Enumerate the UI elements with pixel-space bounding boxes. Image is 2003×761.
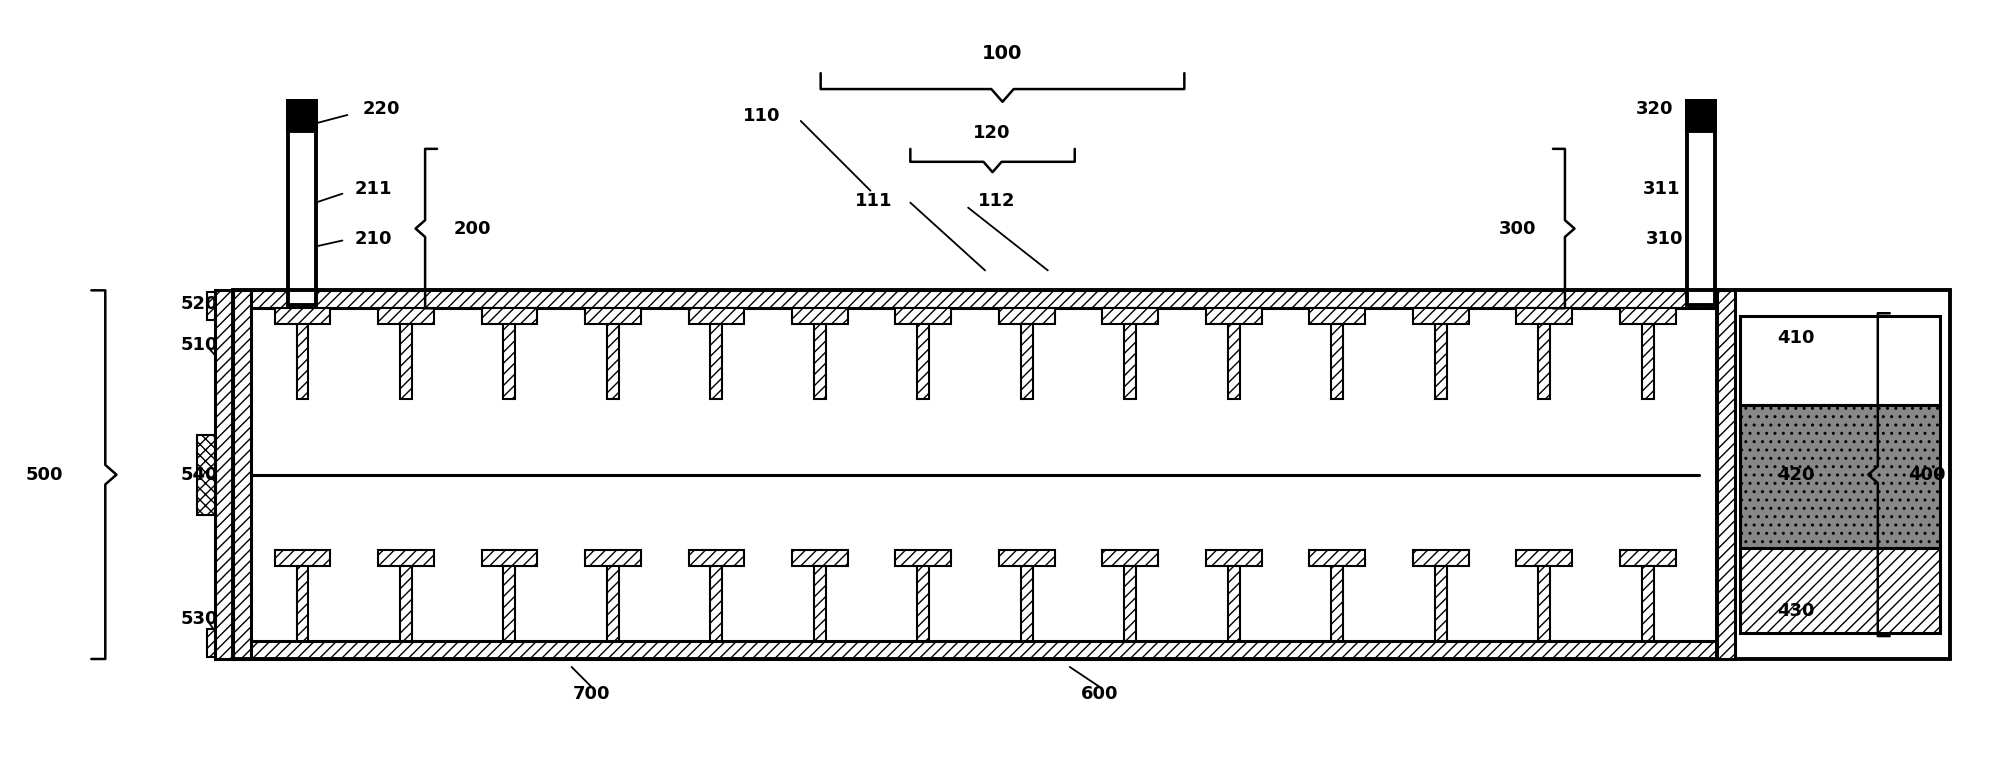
Bar: [1022, 566, 1034, 641]
Bar: [1102, 308, 1158, 324]
Bar: [585, 550, 641, 566]
Bar: [232, 291, 250, 659]
Bar: [503, 324, 515, 399]
Text: 211: 211: [355, 180, 393, 198]
Bar: [1642, 324, 1654, 399]
Bar: [1022, 324, 1034, 399]
Text: 120: 120: [973, 124, 1012, 142]
Text: 300: 300: [1498, 220, 1536, 237]
Bar: [999, 550, 1056, 566]
Bar: [401, 324, 413, 399]
Bar: [607, 566, 619, 641]
Bar: [196, 435, 214, 514]
Text: 100: 100: [981, 43, 1022, 62]
Bar: [401, 566, 413, 641]
Text: 410: 410: [1777, 330, 1815, 347]
Text: 510: 510: [180, 336, 218, 354]
Text: 520: 520: [180, 295, 218, 314]
Text: 700: 700: [573, 685, 611, 703]
Text: 420: 420: [1777, 466, 1815, 484]
Bar: [214, 291, 232, 659]
Bar: [1642, 566, 1654, 641]
Bar: [813, 566, 825, 641]
Bar: [296, 324, 308, 399]
Bar: [1332, 566, 1344, 641]
Bar: [481, 308, 537, 324]
Bar: [1516, 550, 1572, 566]
Bar: [1717, 291, 1735, 659]
Bar: [288, 101, 316, 305]
Text: 430: 430: [1777, 602, 1815, 620]
Text: 220: 220: [363, 100, 401, 118]
Bar: [1516, 308, 1572, 324]
Bar: [1228, 566, 1240, 641]
Text: 311: 311: [1642, 180, 1681, 198]
Bar: [1412, 550, 1468, 566]
Bar: [689, 550, 745, 566]
Text: 600: 600: [1082, 685, 1118, 703]
Bar: [791, 308, 847, 324]
Bar: [206, 629, 214, 657]
Bar: [711, 324, 723, 399]
Bar: [917, 324, 929, 399]
Bar: [274, 308, 330, 324]
Bar: [895, 550, 951, 566]
Bar: [232, 291, 1717, 659]
Bar: [232, 641, 1717, 659]
Text: 500: 500: [26, 466, 64, 484]
Text: 112: 112: [977, 192, 1016, 210]
Bar: [1332, 324, 1344, 399]
Bar: [296, 566, 308, 641]
Bar: [481, 550, 537, 566]
Bar: [1687, 101, 1715, 305]
Bar: [1310, 308, 1366, 324]
Text: 400: 400: [1909, 466, 1947, 484]
Bar: [999, 308, 1056, 324]
Bar: [1228, 324, 1240, 399]
Text: 200: 200: [455, 220, 491, 237]
Text: 540: 540: [180, 466, 218, 484]
Text: 320: 320: [1636, 100, 1673, 118]
Bar: [813, 324, 825, 399]
Bar: [379, 550, 435, 566]
Bar: [1741, 547, 1939, 633]
Text: 530: 530: [180, 610, 218, 628]
Bar: [607, 324, 619, 399]
Bar: [1434, 566, 1446, 641]
Bar: [1687, 101, 1715, 131]
Bar: [288, 101, 316, 131]
Bar: [1538, 324, 1550, 399]
Bar: [206, 292, 214, 320]
Bar: [1412, 308, 1468, 324]
Bar: [1717, 291, 1949, 659]
Bar: [503, 566, 515, 641]
Text: 310: 310: [1646, 230, 1683, 247]
Text: 110: 110: [743, 107, 781, 125]
Bar: [791, 550, 847, 566]
Bar: [232, 291, 1717, 308]
Bar: [689, 308, 745, 324]
Bar: [1310, 550, 1366, 566]
Text: 111: 111: [855, 192, 893, 210]
Bar: [379, 308, 435, 324]
Bar: [1741, 405, 1939, 547]
Bar: [1102, 550, 1158, 566]
Bar: [274, 550, 330, 566]
Bar: [1124, 324, 1136, 399]
Bar: [1538, 566, 1550, 641]
Bar: [895, 308, 951, 324]
Bar: [711, 566, 723, 641]
Bar: [1620, 550, 1677, 566]
Bar: [1124, 566, 1136, 641]
Bar: [917, 566, 929, 641]
Bar: [1206, 550, 1262, 566]
Text: 210: 210: [355, 230, 393, 247]
Bar: [1206, 308, 1262, 324]
Bar: [1620, 308, 1677, 324]
Bar: [585, 308, 641, 324]
Bar: [1434, 324, 1446, 399]
Bar: [1741, 317, 1939, 405]
